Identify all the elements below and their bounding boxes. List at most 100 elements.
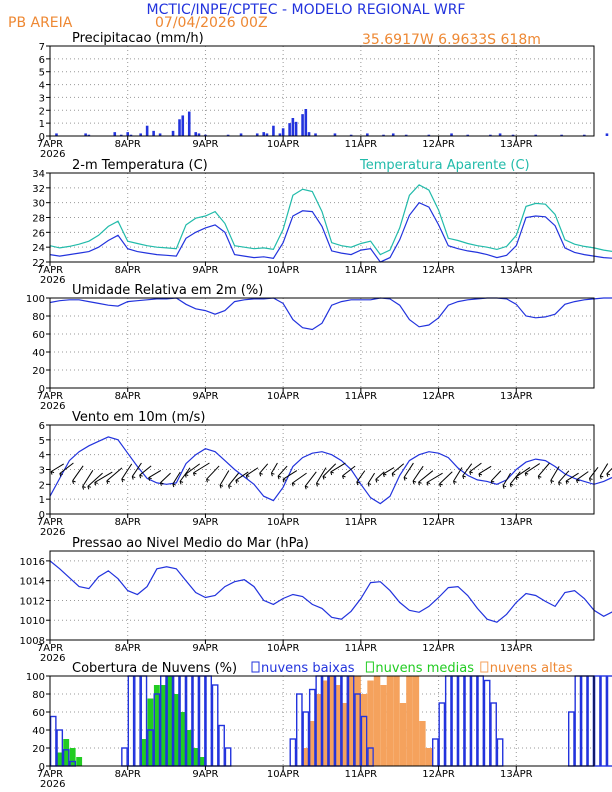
wind-arrow (490, 470, 502, 482)
panel-wind: 0 1 2 3 4 5 6 7APR 8APR 9APR 10APR 11APR 12APR 13APR 2… (37, 410, 612, 538)
wind-arrow (383, 467, 395, 475)
y-tick-label: 22 (32, 258, 45, 269)
temp-legend: Temperatura Aparente (C) (359, 158, 530, 173)
y-tick-label: 5 (39, 436, 45, 447)
precip-bar (534, 134, 538, 136)
y-tick-label: 30 (32, 199, 45, 210)
precip-bar (255, 133, 259, 136)
wind-arrow (515, 466, 531, 478)
x-tick-label: 13APR (500, 643, 533, 654)
precip-bar (304, 109, 308, 136)
wind-arrow (131, 462, 142, 477)
cloud-bar-mid (173, 694, 180, 766)
wind-arrow-head (228, 485, 230, 489)
x-tick-label: 11APR (345, 139, 378, 150)
y-tick-label: 4 (39, 81, 45, 92)
precip-bar (262, 132, 266, 136)
wind-arrow (160, 472, 171, 484)
x-tick-label: 12APR (422, 139, 455, 150)
y-tick-label: 1012 (20, 596, 45, 607)
cloud-bar-mid (153, 685, 160, 766)
y-tick-label: 4 (39, 451, 45, 462)
wind-arrow (537, 462, 550, 477)
x-tick-label: 7APR (37, 517, 63, 528)
wind-arrow-head (524, 472, 527, 477)
wind-arrow (139, 465, 152, 476)
x-tick-label: 12APR (422, 391, 455, 402)
y-tick-label: 80 (32, 312, 45, 323)
precip-bar (55, 133, 58, 136)
cloud-bar-low (490, 702, 497, 767)
wind-arrow (94, 471, 113, 483)
panel-pres: 1008 1010 1012 1014 1016 7APR 8APR 9APR 10APR 11A… (20, 536, 612, 664)
x-tick-label: 13APR (500, 517, 533, 528)
wind-arrow-head (106, 480, 109, 485)
wind-arrow (439, 471, 453, 485)
panel-rh: 0 20 40 60 80 100 7APR 8APR 9APR 10APR 11APR 12APR 1… (26, 283, 612, 412)
x-tick-label: 9APR (192, 265, 218, 276)
x-tick-label: 13APR (500, 391, 533, 402)
wind-arrow (453, 467, 463, 482)
header-location: PB AREIA (8, 15, 73, 31)
wind-arrow-head (159, 482, 162, 486)
x-tick-label: 12APR (422, 517, 455, 528)
precip-bar (265, 133, 269, 136)
precip-bar (239, 133, 243, 136)
y-tick-label: 80 (32, 690, 45, 701)
wind-arrow-head (439, 483, 441, 488)
cloud-bar-high (367, 680, 374, 766)
x-tick-label: 12APR (422, 769, 455, 780)
cloud-bar-low (567, 711, 575, 767)
cloud-legend-label: nuvens baixas (261, 661, 355, 676)
panel-title: Cobertura de Nuvens (%) (72, 661, 237, 676)
precip-bar (466, 134, 470, 136)
header-coords: 35.6917W 6.9633S 618m (362, 32, 541, 48)
wind-arrow (502, 472, 512, 486)
cloud-bar-mid (56, 752, 63, 766)
cloud-bar-low (289, 738, 297, 767)
precip-bar (278, 133, 282, 136)
wind-arrow-head (330, 471, 333, 476)
cloud-legend-swatch (251, 661, 260, 673)
y-tick-label: 100 (26, 672, 45, 683)
cloud-bar-high (360, 694, 368, 766)
wind-arrow-head (576, 479, 578, 484)
cloud-bar-low (198, 675, 206, 767)
precip-bar (391, 133, 395, 136)
wind-arrow (193, 462, 210, 474)
wind-arrow (121, 463, 133, 480)
x-tick-label: 10APR (267, 769, 300, 780)
cloud-bar-high (347, 676, 355, 766)
wind-arrow-head (375, 479, 378, 483)
wind-arrow (356, 470, 366, 483)
x-tick-label: 10APR (267, 265, 300, 276)
cloud-bar-low (483, 679, 491, 767)
wind-arrow-head (537, 476, 540, 480)
cloud-bar-high (302, 748, 310, 766)
wind-arrow-head (87, 486, 90, 490)
precip-bar (450, 133, 453, 136)
wind-arrow-head (426, 482, 429, 486)
cloud-bar-low (574, 675, 582, 767)
y-tick-label: 6 (39, 55, 45, 66)
y-tick-label: 2 (39, 480, 45, 491)
cloud-bar-low (496, 738, 504, 767)
cloud-bar-high (373, 676, 381, 766)
y-tick-label: 60 (32, 330, 45, 341)
wind-arrow (148, 469, 162, 479)
series-line (49, 560, 612, 623)
precip-bar (288, 123, 291, 136)
x-tick-label: 8APR (115, 265, 141, 276)
cloud-legend-label: nuvens altas (490, 661, 573, 676)
y-tick-label: 60 (32, 708, 45, 719)
precip-bar (194, 132, 198, 136)
cloud-bar-high (399, 703, 407, 766)
y-tick-label: 32 (32, 184, 45, 195)
precip-bar (294, 121, 298, 136)
wind-arrow-head (72, 480, 75, 485)
wind-arrow-head (94, 482, 97, 486)
wind-arrow-head (50, 471, 53, 475)
wind-arrow (277, 465, 288, 477)
wind-arrow (565, 472, 579, 482)
panel-title: Vento em 10m (m/s) (72, 410, 205, 425)
